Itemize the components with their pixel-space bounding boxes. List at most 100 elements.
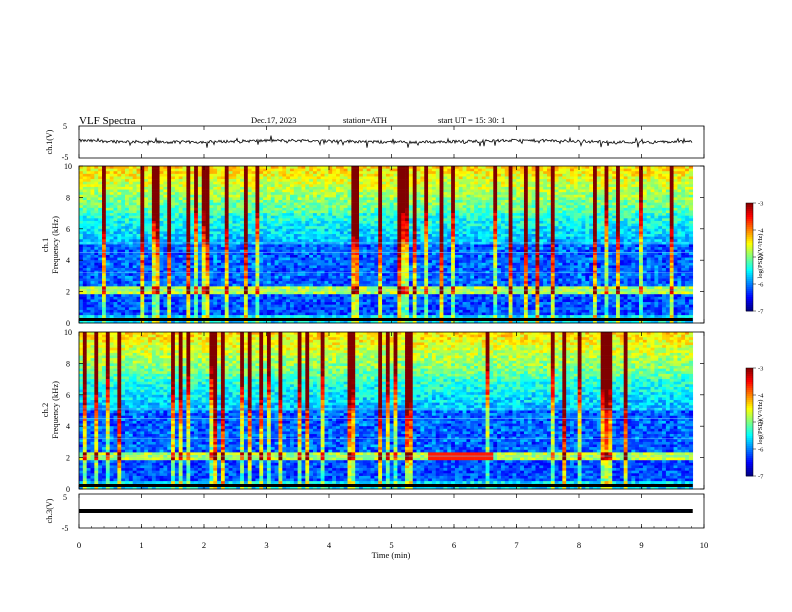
frequency-tick-label: 6 — [66, 225, 70, 234]
frequency-tick-label: 8 — [66, 359, 70, 368]
colorbar-swatch — [746, 380, 753, 383]
colorbar-swatch — [746, 241, 753, 244]
colorbar-swatch — [746, 297, 753, 300]
colorbar-swatch — [746, 434, 753, 437]
time-tick-label: 0 — [77, 540, 81, 550]
date-label: Dec.17, 2023 — [251, 115, 297, 125]
colorbar-tick-label: -5 — [758, 255, 763, 262]
colorbar-swatch — [746, 412, 753, 415]
frequency-tick-label: 10 — [64, 162, 72, 171]
colorbar-swatch — [746, 237, 753, 240]
colorbar-swatch — [746, 275, 753, 278]
colorbar-swatch — [746, 253, 753, 256]
colorbar-swatch — [746, 376, 753, 379]
colorbar-swatch — [746, 432, 753, 435]
ch1-spectrogram-ylabel-channel: ch.1 — [40, 238, 50, 252]
colorbar-swatch — [746, 390, 753, 393]
frequency-tick-label: 0 — [66, 319, 70, 328]
ch1-ytick-top: 5 — [63, 122, 67, 131]
ch1-colorbar: -3 -4 -5 -6 -7 log(PSD)(V²/Hz) — [745, 201, 764, 316]
frequency-tick-label: 4 — [66, 422, 70, 431]
colorbar-swatch — [746, 285, 753, 288]
time-tick-label: 4 — [327, 540, 332, 550]
time-tick-label: 5 — [389, 540, 393, 550]
colorbar-swatch — [746, 255, 753, 258]
ch1-waveform-panel: 5 -5 ch.1(V) — [45, 122, 705, 162]
colorbar-swatch — [746, 247, 753, 250]
colorbar-swatch — [746, 279, 753, 282]
colorbar-swatch — [746, 392, 753, 395]
colorbar-swatch — [746, 402, 753, 405]
colorbar-swatch — [746, 374, 753, 377]
ch2-colorbar-label: log(PSD)(V²/Hz) — [757, 400, 764, 445]
colorbar-swatch — [746, 422, 753, 425]
colorbar-swatch — [746, 293, 753, 296]
colorbar-swatch — [746, 227, 753, 230]
time-tick-label: 6 — [452, 540, 456, 550]
colorbar-swatch — [746, 424, 753, 427]
ch1-spectrogram-panel: 0 2 4 6 8 10 ch.1 Frequency (kHz) — [40, 162, 705, 328]
colorbar-swatch — [746, 283, 753, 286]
colorbar-swatch — [746, 406, 753, 409]
colorbar-swatch — [746, 460, 753, 463]
colorbar-swatch — [746, 444, 753, 447]
ch1-colorbar-label: log(PSD)(V²/Hz) — [757, 234, 764, 279]
station-label: station=ATH — [343, 115, 387, 125]
time-axis-ticks: 0 1 2 3 4 5 6 7 8 9 10 — [77, 126, 708, 550]
colorbar-swatch — [746, 299, 753, 302]
colorbar-swatch — [746, 249, 753, 252]
colorbar-tick-label: -6 — [758, 282, 764, 289]
colorbar-swatch — [746, 309, 753, 312]
colorbar-swatch — [746, 446, 753, 449]
time-tick-label: 10 — [700, 540, 709, 550]
colorbar-tick-label: -6 — [758, 447, 764, 454]
frequency-tick-label: 2 — [66, 288, 70, 297]
ch1-ytick-bottom: -5 — [62, 153, 69, 162]
colorbar-swatch — [746, 307, 753, 310]
colorbar-swatch — [746, 267, 753, 270]
colorbar-tick-label: -5 — [758, 420, 763, 427]
ch2-spectrogram-image — [79, 332, 694, 490]
colorbar-swatch — [746, 466, 753, 469]
colorbar-swatch — [746, 277, 753, 280]
colorbar-swatch — [746, 416, 753, 419]
colorbar-swatch — [746, 450, 753, 453]
colorbar-swatch — [746, 225, 753, 228]
colorbar-swatch — [746, 251, 753, 254]
colorbar-swatch — [746, 207, 753, 210]
ch3-ytick-bottom: -5 — [62, 524, 69, 533]
ch3-waveform-panel: 5 -5 ch.3(V) — [45, 493, 705, 533]
time-tick-label: 3 — [264, 540, 268, 550]
ch1-waveform-ylabel: ch.1(V) — [45, 129, 54, 154]
colorbar-swatch — [746, 470, 753, 473]
colorbar-swatch — [746, 382, 753, 385]
frequency-tick-label: 6 — [66, 391, 70, 400]
colorbar-swatch — [746, 398, 753, 401]
ch1-colorbar-ticks: -3 -4 -5 -6 -7 — [753, 201, 764, 316]
colorbar-swatch — [746, 472, 753, 475]
colorbar-swatch — [746, 243, 753, 246]
ch3-ytick-top: 5 — [63, 493, 67, 502]
ch2-spectrogram-ylabel-channel: ch.2 — [40, 403, 50, 417]
start-time-label: start UT = 15: 30: 1 — [438, 115, 505, 125]
ch2-colorbar: -3 -4 -5 -6 -7 log(PSD)(V²/Hz) — [745, 366, 764, 481]
figure-title: VLF Spectra — [79, 115, 136, 127]
colorbar-swatch — [746, 209, 753, 212]
colorbar-swatch — [746, 217, 753, 220]
frequency-tick-label: 2 — [66, 454, 70, 463]
colorbar-swatch — [746, 378, 753, 381]
colorbar-swatch — [746, 291, 753, 294]
colorbar-swatch — [746, 442, 753, 445]
colorbar-swatch — [746, 215, 753, 218]
colorbar-tick-label: -3 — [758, 366, 763, 373]
colorbar-swatch — [746, 213, 753, 216]
ch2-colorbar-ticks: -3 -4 -5 -6 -7 — [753, 366, 764, 481]
colorbar-swatch — [746, 436, 753, 439]
colorbar-swatch — [746, 430, 753, 433]
colorbar-swatch — [746, 221, 753, 224]
colorbar-swatch — [746, 239, 753, 242]
colorbar-swatch — [746, 289, 753, 292]
ch2-spectrogram-panel: 0 2 4 6 8 10 ch.2 Frequency (kHz) — [40, 328, 705, 494]
colorbar-swatch — [746, 368, 753, 371]
